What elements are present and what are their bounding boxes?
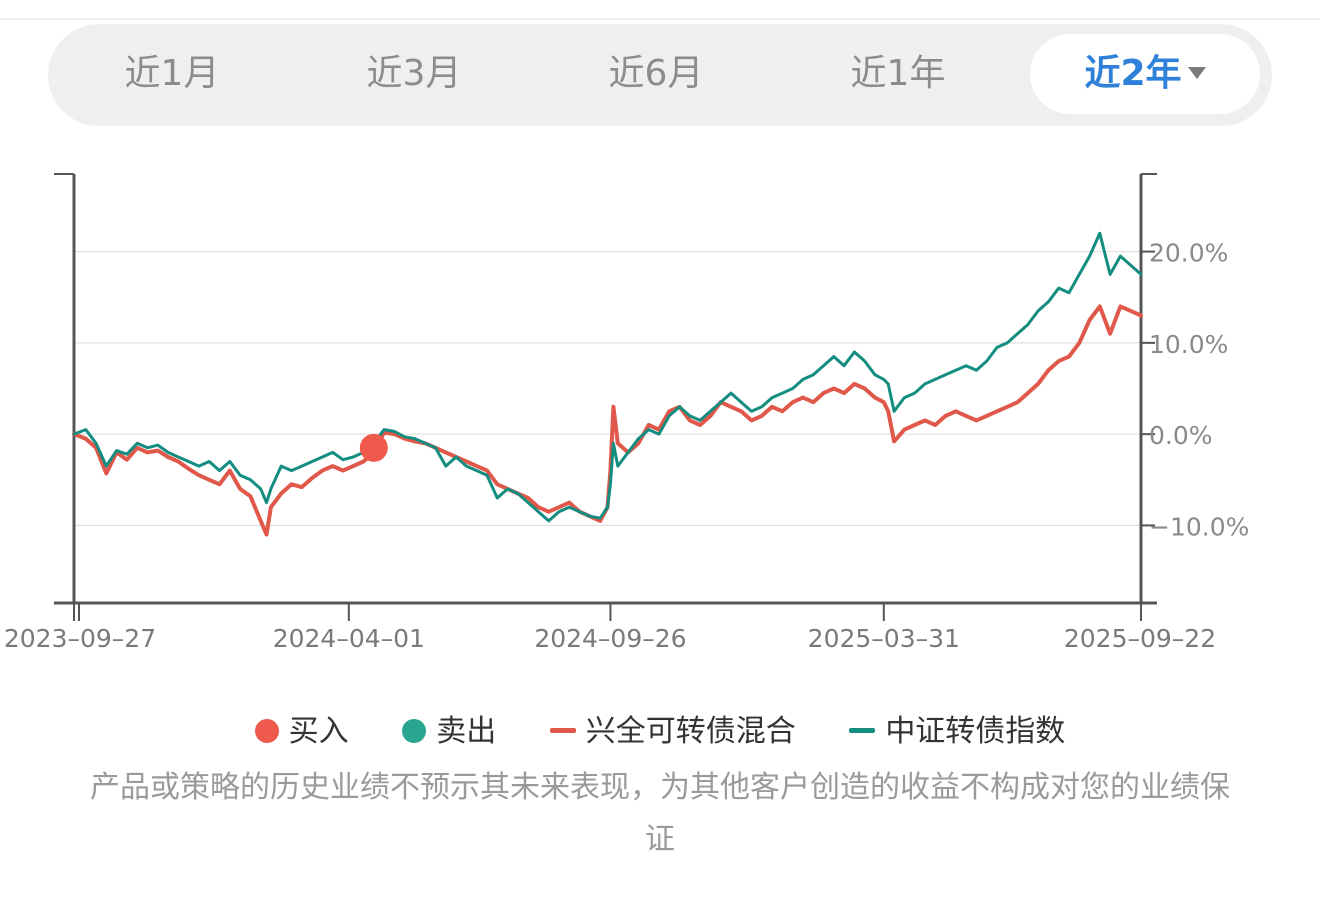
tab-label: 近2年 [1084,53,1182,94]
legend-sell-label: 卖出 [436,714,497,749]
tab-label: 近1月 [124,53,220,94]
fund-line-icon [549,728,576,733]
disclaimer-text: 产品或策略的历史业绩不预示其未来表现，为其他客户创造的收益不构成对您的业绩保证 [90,770,1230,857]
legend-buy[interactable]: 买入 [254,706,349,750]
period-tab-bar: 近1月 近3月 近6月 近1年 近2年 [48,24,1272,126]
legend-fund-label: 兴全可转债混合 [585,714,796,749]
x-tick-label: 2024–04–01 [273,624,425,653]
legend-buy-label: 买入 [288,714,349,749]
buy-marker [359,433,388,462]
y-tick-label: 0.0% [1149,421,1213,450]
top-divider [0,18,1320,20]
return-chart: 20.0% 10.0% 0.0% −10.0% 2023–09–27 2024–04–0… [4,173,1249,653]
index-series-line [72,231,1143,523]
tab-1-year[interactable]: 近1年 [778,34,1018,114]
y-tick-label: 10.0% [1149,330,1228,359]
x-tick-label: 2023–09–27 [4,624,156,653]
legend-index-label: 中证转债指数 [885,714,1066,749]
tab-1-month[interactable]: 近1月 [52,34,292,114]
x-tick-labels: 2023–09–27 2024–04–01 2024–09–26 2025–03–31… [4,624,1216,653]
y-tick-label: 20.0% [1149,239,1228,268]
legend-fund[interactable]: 兴全可转债混合 [549,706,796,750]
tab-label: 近1年 [850,53,946,94]
index-line-icon [849,728,876,733]
tab-3-months[interactable]: 近3月 [294,34,534,114]
x-tick-label: 2025–09–22 [1064,624,1216,653]
legend-index[interactable]: 中证转债指数 [849,706,1065,750]
y-tick-label: −10.0% [1149,512,1249,541]
axes [54,173,1157,621]
y-tick-labels: 20.0% 10.0% 0.0% −10.0% [1149,239,1249,542]
chevron-down-icon [1187,67,1206,79]
x-tick-label: 2025–03–31 [808,624,960,653]
grid-lines [74,251,1141,526]
x-tick-label: 2024–09–26 [534,624,686,653]
chart-legend: 买入 卖出 兴全可转债混合 中证转债指数 [0,706,1320,752]
trade-markers [359,433,388,462]
tab-6-months[interactable]: 近6月 [536,34,776,114]
buy-dot-icon [254,718,279,743]
series-lines [72,231,1143,537]
tab-label: 近6月 [608,53,704,94]
tab-label: 近3月 [366,53,462,94]
tab-2-years[interactable]: 近2年 [1030,34,1260,114]
sell-dot-icon [402,718,427,743]
legend-sell[interactable]: 卖出 [402,706,496,750]
